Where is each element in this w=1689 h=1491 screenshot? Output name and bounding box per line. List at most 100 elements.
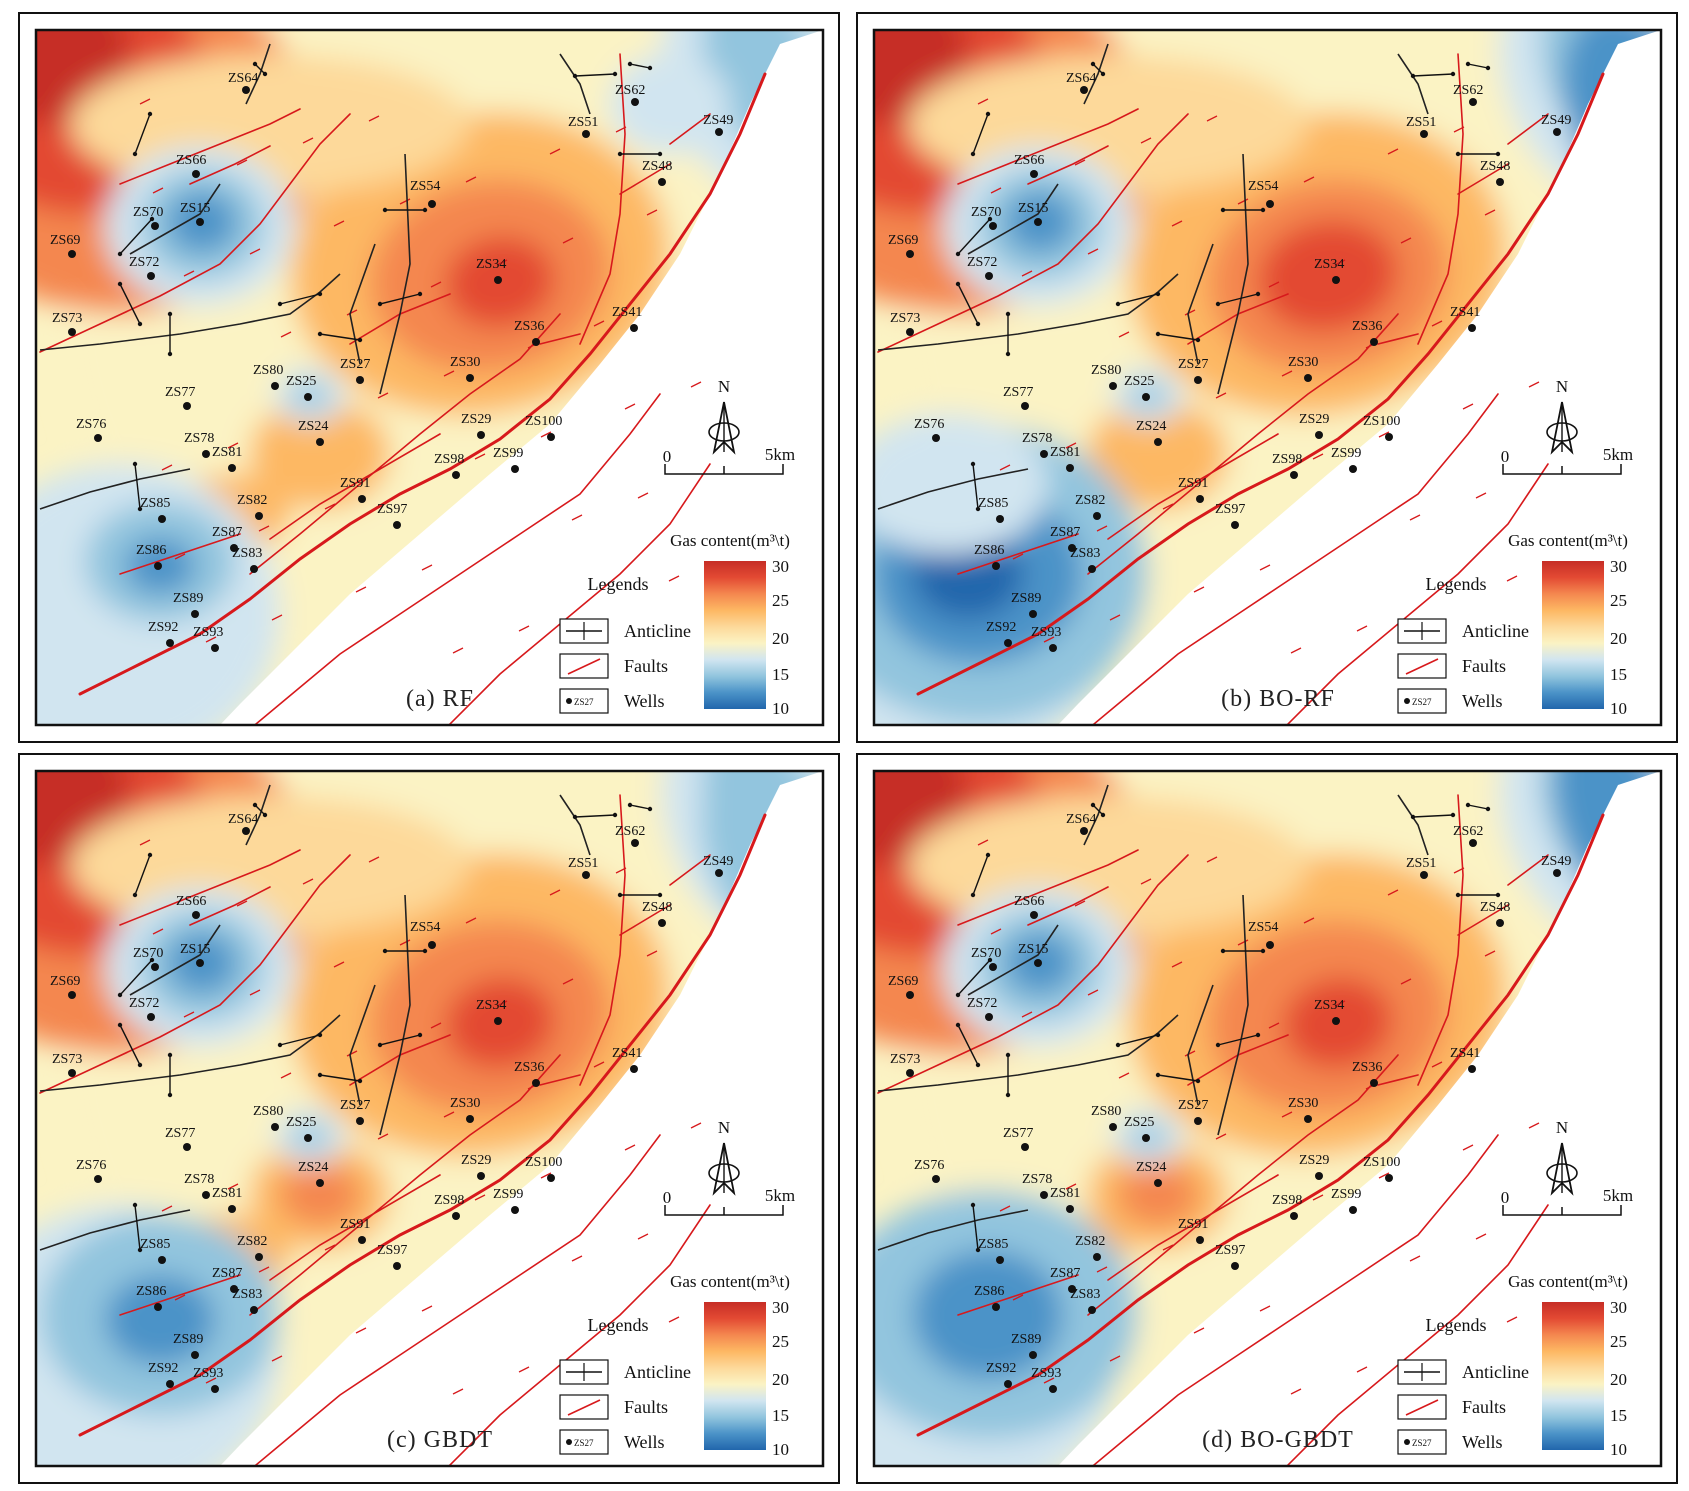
fault-tick — [1021, 1011, 1033, 1018]
well-label: ZS89 — [173, 1332, 203, 1347]
fault-tick — [593, 1061, 605, 1068]
well-label: ZS76 — [76, 417, 106, 432]
well-label: ZS70 — [971, 205, 1001, 220]
colorbar-tick: 30 — [1610, 557, 1627, 576]
well-label: ZS93 — [193, 625, 223, 640]
well-label: ZS41 — [1450, 1046, 1480, 1061]
well-label: ZS91 — [1178, 476, 1208, 491]
fault-tick — [1118, 1072, 1130, 1079]
well-marker — [147, 1013, 155, 1021]
well-marker — [1068, 1285, 1076, 1293]
well-marker — [1004, 639, 1012, 647]
well-marker — [1553, 869, 1561, 877]
arrow-head — [167, 1052, 173, 1058]
anticline-arrow — [1467, 63, 1489, 69]
well-marker — [68, 250, 76, 258]
well-label: ZS83 — [1070, 1287, 1100, 1302]
well-label: ZS83 — [1070, 546, 1100, 561]
well-label: ZS76 — [914, 417, 944, 432]
well-label: ZS66 — [176, 153, 206, 168]
legend-title: Legends — [588, 574, 649, 594]
legend-title: Legends — [1426, 574, 1487, 594]
anticline-arrow — [957, 218, 991, 255]
anticline-arrow — [1092, 63, 1104, 75]
well-label: ZS92 — [986, 620, 1016, 635]
well-marker — [582, 871, 590, 879]
fault-tick — [646, 209, 658, 216]
arrow-head — [117, 1022, 123, 1028]
well-marker — [1088, 1306, 1096, 1314]
anticline-arrow — [134, 463, 141, 510]
well-marker — [1370, 338, 1378, 346]
fault-tick — [1378, 431, 1390, 438]
well-label: ZS66 — [1014, 153, 1044, 168]
arrow-head — [1005, 351, 1011, 357]
fault-line — [1457, 904, 1509, 936]
well-label: ZS66 — [1014, 894, 1044, 909]
well-marker — [658, 919, 666, 927]
well-label: ZS54 — [410, 179, 440, 194]
fault-tick — [1431, 1061, 1443, 1068]
arrow-head — [1450, 812, 1456, 818]
well-marker — [250, 1306, 258, 1314]
fault-tick — [1171, 220, 1183, 227]
fault-tick — [624, 1144, 636, 1151]
arrow-head — [252, 802, 258, 808]
fault-tick — [571, 514, 583, 521]
fault-tick — [1012, 1294, 1024, 1301]
arrow-head — [277, 1042, 283, 1048]
well-label: ZS48 — [1480, 900, 1510, 915]
well-label: ZS34 — [1314, 257, 1344, 272]
well-label: ZS72 — [967, 996, 997, 1011]
north-label: N — [1556, 377, 1568, 396]
fault-tick — [139, 98, 151, 105]
anticline-arrow — [629, 804, 651, 810]
fault-tick — [399, 939, 411, 946]
well-label: ZS78 — [184, 1172, 214, 1187]
anticline-axis — [559, 794, 591, 856]
well-marker — [1021, 1143, 1029, 1151]
well-marker — [68, 1069, 76, 1077]
well-marker — [992, 1303, 1000, 1311]
anticline-axis — [967, 924, 1059, 996]
well-label: ZS48 — [642, 900, 672, 915]
fault-line — [1417, 53, 1464, 345]
fault-tick — [990, 928, 1002, 935]
legend-title: Legends — [588, 1315, 649, 1335]
fault-tick — [1462, 403, 1474, 410]
well-marker — [547, 433, 555, 441]
well-marker — [271, 382, 279, 390]
fault-tick — [549, 148, 561, 155]
fault-line — [957, 108, 1139, 185]
anticline-arrow — [119, 1024, 141, 1066]
well-marker — [196, 959, 204, 967]
fault-tick — [421, 564, 433, 571]
fault-tick — [465, 176, 477, 183]
well-marker — [996, 1256, 1004, 1264]
fault-line — [78, 813, 767, 1437]
fault-tick — [637, 492, 649, 499]
fault-tick — [1171, 961, 1183, 968]
well-label: ZS77 — [165, 1126, 195, 1141]
contour-zone — [610, 54, 730, 154]
fault-tick — [1259, 564, 1271, 571]
well-label: ZS82 — [237, 493, 267, 508]
well-label: ZS69 — [50, 974, 80, 989]
anticline-arrow — [972, 854, 989, 896]
well-marker — [1196, 495, 1204, 503]
well-label: ZS98 — [434, 452, 464, 467]
well-label: ZS62 — [1453, 824, 1483, 839]
well-label: ZS62 — [1453, 83, 1483, 98]
arrow-head — [970, 461, 976, 467]
well-marker — [1080, 86, 1088, 94]
arrow-head — [657, 892, 663, 898]
arrow-head — [970, 1202, 976, 1208]
arrow-head — [132, 151, 138, 157]
well-label: ZS86 — [136, 1284, 166, 1299]
arrow-head — [422, 207, 428, 213]
well-label: ZS30 — [1288, 1096, 1318, 1111]
fault-line — [1285, 1204, 1549, 1466]
fault-line — [1507, 854, 1549, 886]
fault-tick — [258, 525, 270, 532]
arrow-head — [167, 311, 173, 317]
